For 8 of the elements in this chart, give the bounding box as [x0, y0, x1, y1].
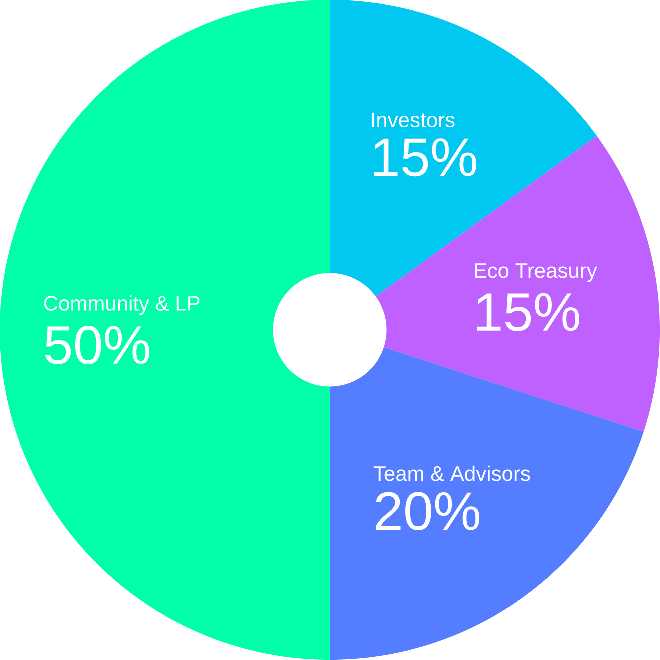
- slice-label: Community & LP: [44, 296, 200, 316]
- data-label: 20%: [376, 492, 480, 531]
- data-label: 50%: [45, 326, 150, 364]
- slice-label: Eco Treasury: [475, 264, 598, 282]
- slice-label: Investors: [372, 112, 455, 128]
- data-label: 15%: [477, 293, 580, 332]
- slice-label: Team & Advisors: [374, 466, 530, 482]
- data-label: 15%: [374, 138, 476, 177]
